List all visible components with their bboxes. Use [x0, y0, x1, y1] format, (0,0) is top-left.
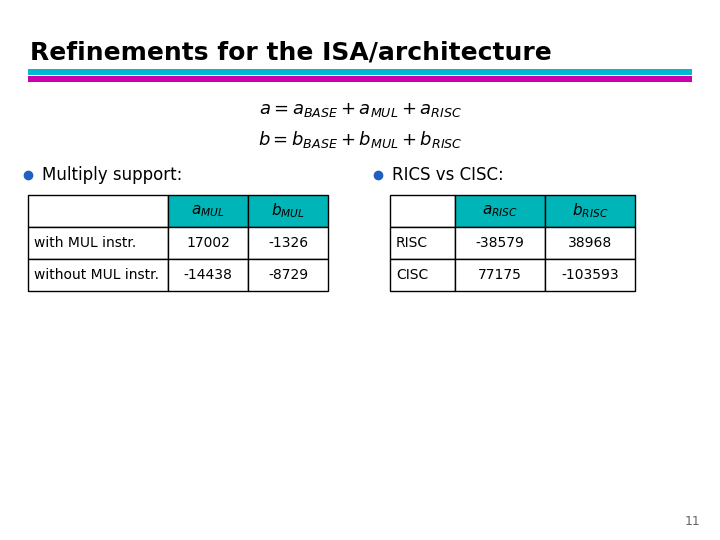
Text: -103593: -103593 — [561, 268, 618, 282]
Text: -8729: -8729 — [268, 268, 308, 282]
Bar — [455, 227, 545, 259]
Bar — [28, 195, 168, 227]
Text: without MUL instr.: without MUL instr. — [34, 268, 159, 282]
Text: -1326: -1326 — [268, 236, 308, 250]
Bar — [248, 259, 328, 291]
Bar — [248, 227, 328, 259]
Text: $a_{MUL}$: $a_{MUL}$ — [192, 203, 225, 219]
Text: $b_{MUL}$: $b_{MUL}$ — [271, 201, 305, 220]
Bar — [545, 227, 635, 259]
Bar — [28, 227, 168, 259]
Text: $a = a_{BASE} + a_{MUL} + a_{RISC}$: $a = a_{BASE} + a_{MUL} + a_{RISC}$ — [258, 101, 462, 119]
Text: $b_{RISC}$: $b_{RISC}$ — [572, 201, 608, 220]
Bar — [28, 259, 168, 291]
Text: CISC: CISC — [396, 268, 428, 282]
Text: -38579: -38579 — [476, 236, 524, 250]
Bar — [28, 76, 692, 82]
Bar — [545, 259, 635, 291]
Text: 77175: 77175 — [478, 268, 522, 282]
Text: $b = b_{BASE} + b_{MUL} + b_{RISC}$: $b = b_{BASE} + b_{MUL} + b_{RISC}$ — [258, 130, 462, 151]
Bar — [390, 259, 455, 291]
Bar — [545, 195, 635, 227]
Bar — [168, 259, 248, 291]
Bar — [28, 69, 692, 75]
Text: with MUL instr.: with MUL instr. — [34, 236, 136, 250]
Text: -14438: -14438 — [184, 268, 233, 282]
Text: Refinements for the ISA/architecture: Refinements for the ISA/architecture — [30, 40, 552, 64]
Text: 11: 11 — [684, 515, 700, 528]
Bar — [168, 195, 248, 227]
Text: RICS vs CISC:: RICS vs CISC: — [392, 166, 504, 184]
Bar — [455, 259, 545, 291]
Bar — [248, 195, 328, 227]
Text: 38968: 38968 — [568, 236, 612, 250]
Text: 17002: 17002 — [186, 236, 230, 250]
Text: RISC: RISC — [396, 236, 428, 250]
Text: $a_{RISC}$: $a_{RISC}$ — [482, 203, 518, 219]
Bar — [168, 227, 248, 259]
Text: Multiply support:: Multiply support: — [42, 166, 182, 184]
Bar — [390, 195, 455, 227]
Bar — [455, 195, 545, 227]
Bar — [390, 227, 455, 259]
